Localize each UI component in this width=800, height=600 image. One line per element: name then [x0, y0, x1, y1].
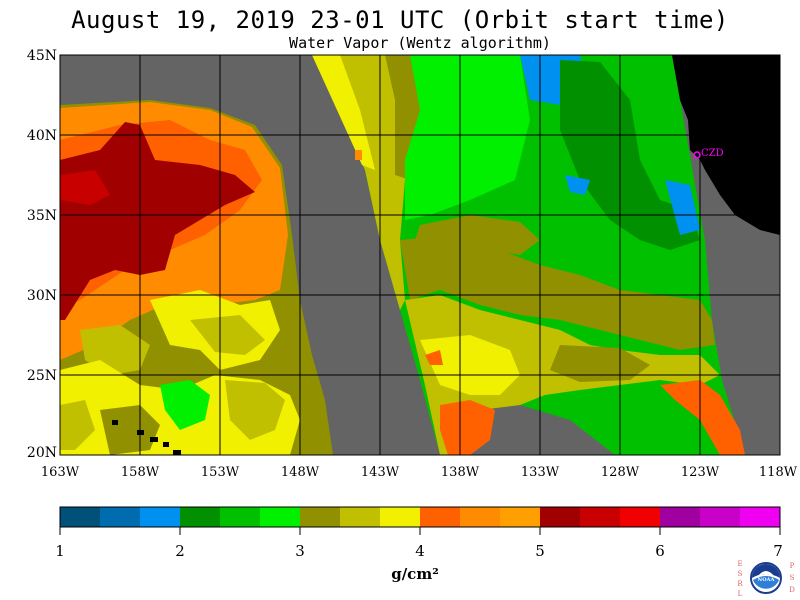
colorbar-tick-label: 5	[535, 542, 545, 560]
lon-label: 118W	[759, 465, 798, 480]
colorbar-ticks	[59, 527, 781, 535]
lon-label: 148W	[281, 465, 320, 480]
colorbar-tick-label: 6	[655, 542, 665, 560]
lat-label: 45N	[27, 48, 57, 64]
colorbar-tick-label: 7	[773, 542, 783, 560]
noaa-badge-text: NOAA	[758, 577, 775, 583]
plot-frame	[59, 54, 781, 456]
lat-label: 30N	[27, 288, 57, 304]
colorbar-swatches	[60, 507, 781, 527]
water-vapor-plot: CZD	[60, 55, 780, 455]
colorbar-swatch	[260, 507, 301, 527]
lat-label: 35N	[27, 208, 57, 224]
colorbar-tick-label: 2	[175, 542, 185, 560]
colorbar-swatch	[60, 507, 101, 527]
colorbar-swatch	[700, 507, 741, 527]
colorbar-tick-label: 4	[415, 542, 425, 560]
colorbar-swatch	[580, 507, 621, 527]
swath-east	[312, 55, 745, 455]
colorbar-swatch	[140, 507, 181, 527]
logo-letter: L	[738, 590, 743, 598]
lon-label: 163W	[41, 465, 80, 480]
lat-label: 20N	[27, 445, 57, 461]
land-mass	[672, 55, 780, 235]
colorbar-swatch	[340, 507, 381, 527]
longitude-labels: 163W 158W 153W 148W 143W 138W 133W 128W …	[41, 465, 798, 480]
colorbar-swatch	[460, 507, 501, 527]
colorbar-swatch	[660, 507, 701, 527]
lon-label: 128W	[601, 465, 640, 480]
logo-letter: R	[737, 580, 743, 588]
colorbar-swatch	[540, 507, 581, 527]
logo-letter: S	[738, 570, 743, 578]
colorbar-swatch	[220, 507, 261, 527]
lat-label: 40N	[27, 128, 57, 144]
colorbar: 1 2 3 4 5 6 7	[55, 506, 783, 560]
map-subtitle: Water Vapor (Wentz algorithm)	[289, 34, 551, 52]
lon-label: 158W	[121, 465, 160, 480]
colorbar-swatch	[740, 507, 781, 527]
colorbar-swatch	[100, 507, 141, 527]
lon-label: 133W	[521, 465, 560, 480]
colorbar-swatch	[180, 507, 221, 527]
map-grid	[60, 55, 780, 455]
colorbar-tick-label: 3	[295, 542, 305, 560]
colorbar-swatch	[420, 507, 461, 527]
colorbar-swatch	[620, 507, 661, 527]
colorbar-swatch	[300, 507, 341, 527]
station-marker	[693, 151, 701, 159]
lon-label: 153W	[201, 465, 240, 480]
lon-label: 123W	[681, 465, 720, 480]
logo-letter: D	[789, 586, 795, 594]
logo-letter: E	[737, 560, 742, 568]
lon-label: 143W	[361, 465, 400, 480]
noaa-logo: E S R L P S D NOAA	[737, 560, 795, 598]
colorbar-tick-label: 1	[55, 542, 65, 560]
colorbar-swatch	[380, 507, 421, 527]
logo-letter: S	[790, 574, 795, 582]
colorbar-swatch	[500, 507, 541, 527]
station-label: CZD	[701, 148, 724, 159]
lat-label: 25N	[27, 368, 57, 384]
latitude-labels: 45N 40N 35N 30N 25N 20N	[27, 48, 57, 461]
lon-label: 138W	[441, 465, 480, 480]
colorbar-unit: g/cm²	[391, 565, 439, 583]
map-title: August 19, 2019 23-01 UTC (Orbit start t…	[71, 6, 729, 34]
logo-letter: P	[790, 562, 795, 570]
